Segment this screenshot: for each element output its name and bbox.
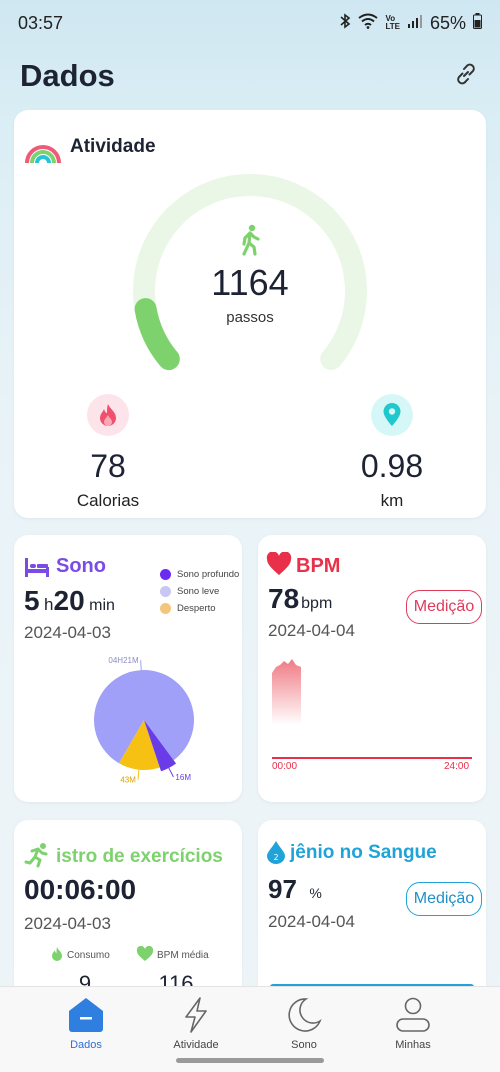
- signal-icon: [407, 13, 423, 34]
- nav-label: Minhas: [395, 1039, 431, 1051]
- legend-item: Desperto: [160, 600, 239, 617]
- heart-icon: [136, 945, 154, 965]
- distance-stat: 0.98 km: [322, 394, 462, 511]
- home-icon: [46, 995, 126, 1035]
- exercise-title: istro de exercícios: [56, 846, 223, 867]
- blood-oxygen-title: jênio no Sangue: [290, 842, 437, 863]
- bottom-nav: Dados Atividade Sono Minhas: [0, 986, 500, 1072]
- svg-text:2: 2: [273, 853, 278, 862]
- status-bar: 03:57 Vo LTE 65%: [0, 0, 500, 46]
- heart-icon: [266, 551, 292, 581]
- legend-label: Sono profundo: [177, 569, 240, 580]
- pie-leader-line: [167, 765, 174, 778]
- bpm-reading: 78 bpm: [268, 583, 332, 615]
- calories-value: 78: [90, 448, 126, 484]
- bpm-x-end: 24:00: [444, 761, 470, 772]
- water-drop-icon: 2: [266, 840, 286, 869]
- oxygen-date: 2024-04-04: [268, 912, 355, 931]
- sleep-card[interactable]: Sono 5 h20 min 2024-04-03 Sono profundo …: [14, 535, 242, 802]
- bpm-measure-button[interactable]: Medição: [406, 590, 482, 624]
- bpm-x-start: 00:00: [272, 761, 298, 772]
- nav-label: Sono: [291, 1039, 317, 1051]
- activity-card[interactable]: Atividade 1164 passos 78 Calorias 0.98 k…: [14, 110, 486, 518]
- pie-slice: [144, 720, 177, 772]
- nav-item-minhas[interactable]: Minhas: [373, 995, 453, 1051]
- sleep-minutes-unit: min: [89, 597, 115, 614]
- pie-slice: [94, 670, 194, 764]
- bed-icon: [24, 555, 50, 584]
- exercise-date: 2024-04-03: [24, 914, 111, 933]
- location-pin-icon: [371, 394, 413, 436]
- calories-stat: 78 Calorias: [38, 394, 178, 511]
- home-indicator: [176, 1058, 324, 1063]
- steps-progress-ring: [133, 174, 367, 371]
- battery-icon: [473, 12, 482, 34]
- walking-icon: [238, 224, 262, 261]
- exercise-duration: 00:06:00: [24, 874, 137, 905]
- bpm-title: BPM: [296, 555, 341, 577]
- sleep-hours: 5: [24, 585, 40, 616]
- oxygen-unit: %: [309, 885, 322, 901]
- flame-icon: [87, 394, 129, 436]
- flame-icon: [50, 946, 64, 965]
- volte-icon: Vo LTE: [385, 14, 400, 31]
- lightning-icon: [156, 995, 236, 1035]
- steps-label: passos: [226, 309, 274, 326]
- nav-label: Dados: [70, 1039, 102, 1051]
- steps-value: 1164: [211, 262, 289, 303]
- oxygen-value: 97: [268, 874, 297, 904]
- bpm-media-label: BPM média: [157, 950, 209, 961]
- legend-label: Sono leve: [177, 586, 220, 597]
- nav-label: Atividade: [173, 1039, 219, 1051]
- pie-leader-line: [140, 660, 142, 673]
- legend-item: Sono leve: [160, 583, 239, 600]
- pie-label: 16M: [175, 773, 191, 782]
- bpm-card[interactable]: BPM 78 bpm 2024-04-04 Medição 00:00 24:00: [258, 535, 486, 802]
- pie-slice: [119, 720, 160, 770]
- sleep-hours-unit: h: [44, 595, 54, 614]
- link-icon[interactable]: [452, 60, 480, 93]
- status-time: 03:57: [18, 12, 64, 33]
- sleep-legend: Sono profundo Sono leve Desperto: [160, 566, 239, 617]
- bpm-area-chart: [272, 659, 472, 759]
- sleep-title: Sono: [56, 555, 106, 577]
- bpm-date: 2024-04-04: [268, 621, 355, 640]
- page-header: Dados: [20, 56, 480, 96]
- legend-label: Desperto: [177, 603, 216, 614]
- legend-item: Sono profundo: [160, 566, 239, 583]
- pie-label: 43M: [120, 776, 136, 785]
- bpm-value: 78: [268, 583, 300, 614]
- nav-item-dados[interactable]: Dados: [46, 995, 126, 1051]
- wifi-icon: [358, 13, 379, 34]
- consumo-label: Consumo: [67, 950, 110, 961]
- sleep-pie-chart: 04H21M 43M 16M: [94, 656, 194, 785]
- oxygen-reading: 97 %: [268, 874, 322, 905]
- distance-value: 0.98: [360, 448, 424, 484]
- bpm-unit: bpm: [301, 595, 333, 612]
- battery-text: 65%: [429, 12, 466, 33]
- distance-label: km: [380, 491, 404, 510]
- calories-label: Calorias: [76, 491, 140, 510]
- person-icon: [373, 995, 453, 1035]
- sleep-duration: 5 h20 min: [24, 585, 115, 617]
- sleep-minutes: 20: [53, 585, 85, 616]
- nav-item-sono[interactable]: Sono: [264, 995, 344, 1051]
- activity-title: Atividade: [70, 136, 156, 157]
- rainbow-icon: [24, 132, 62, 171]
- pie-leader-line: [137, 767, 140, 780]
- pie-label: 04H21M: [108, 656, 139, 665]
- sleep-date: 2024-04-03: [24, 623, 111, 642]
- bluetooth-icon: [339, 12, 351, 34]
- moon-icon: [264, 995, 344, 1035]
- running-icon: [24, 842, 50, 873]
- page-title: Dados: [20, 58, 115, 93]
- oxygen-measure-button[interactable]: Medição: [406, 882, 482, 916]
- nav-item-atividade[interactable]: Atividade: [156, 995, 236, 1051]
